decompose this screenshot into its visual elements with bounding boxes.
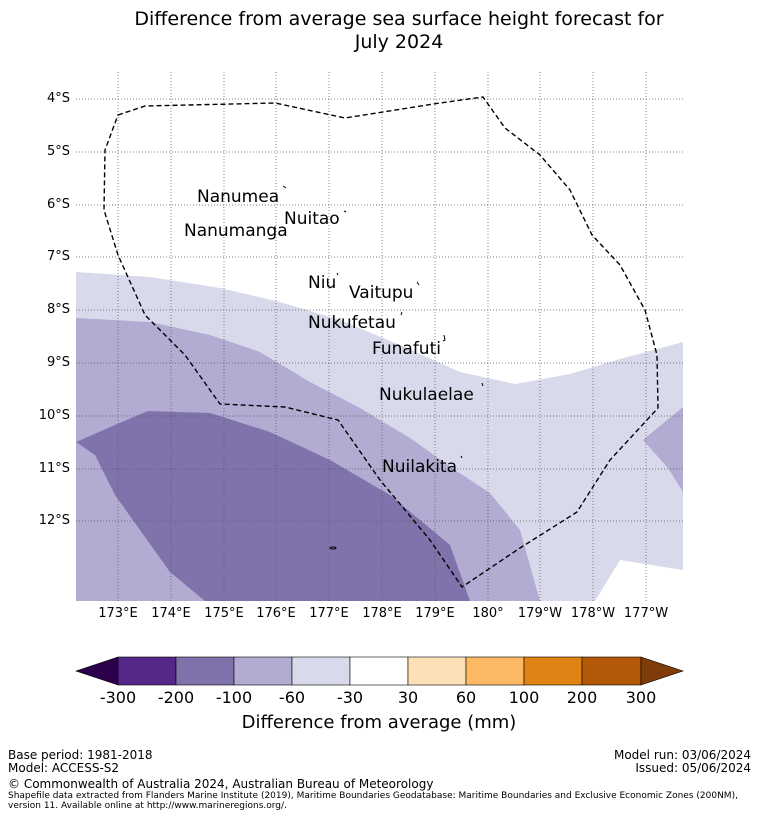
cb-tick-30: 30	[397, 688, 419, 707]
island-label-nukulaelae: Nukulaelae	[379, 385, 474, 405]
lon-label-177e: 177°E	[309, 606, 349, 621]
cb-tick-minus-60: -60	[278, 688, 306, 707]
shapefile-credit-line-1: Shapefile data extracted from Flanders M…	[8, 791, 738, 801]
lon-label-173e: 173°E	[98, 606, 138, 621]
cb-b7	[465, 656, 525, 686]
cb-b9	[581, 656, 642, 686]
cb-b4	[291, 656, 351, 686]
lat-label-6s: 6°S	[46, 197, 70, 212]
cb-tick-100: 100	[508, 688, 540, 707]
lon-label-179w: 179°W	[517, 606, 563, 621]
island-label-nuilakita: Nuilakita	[382, 457, 458, 477]
lon-label-178e: 178°E	[362, 606, 402, 621]
island-label-nanumea: Nanumea	[197, 187, 280, 207]
graticule	[76, 72, 683, 601]
base-period: Base period: 1981-2018	[8, 748, 153, 762]
lat-label-10s: 10°S	[38, 408, 70, 423]
island-label-nukufetau: Nukufetau	[308, 313, 396, 333]
title-line-1: Difference from average sea surface heig…	[134, 8, 664, 30]
cb-b1	[117, 656, 177, 686]
cb-tick-200: 200	[566, 688, 598, 707]
island-label-nuitao: Nuitao	[284, 209, 340, 229]
lat-label-8s: 8°S	[46, 302, 70, 317]
lat-label-7s: 7°S	[46, 249, 70, 264]
island-label-funafuti: Funafuti	[372, 339, 441, 359]
cb-b2	[175, 656, 235, 686]
lon-label-177w: 177°W	[623, 606, 669, 621]
island-outlines	[282, 185, 484, 550]
cb-tick-300: 300	[625, 688, 657, 707]
island-label-vaitupu: Vaitupu	[349, 283, 414, 303]
copyright: © Commonwealth of Australia 2024, Austra…	[8, 777, 434, 791]
colorbar	[75, 656, 684, 686]
eez-boundary	[103, 96, 659, 588]
shapefile-credit: Shapefile data extracted from Flanders M…	[8, 791, 758, 811]
cb-tick-minus-200: -200	[157, 688, 195, 707]
shapefile-credit-line-2: version 11. Available online at http://w…	[8, 801, 287, 811]
cb-b3	[233, 656, 293, 686]
lon-label-180: 180°	[472, 606, 504, 621]
cb-tick-60: 60	[455, 688, 477, 707]
lat-label-12s: 12°S	[38, 513, 70, 528]
model-run: Model run: 03/06/2024	[613, 748, 751, 762]
cb-over	[640, 656, 684, 686]
band-minus-200-minus-100	[76, 411, 470, 601]
island-label-nanumanga: Nanumanga	[184, 221, 288, 241]
cb-b5	[349, 656, 409, 686]
lat-label-4s: 4°S	[46, 91, 70, 106]
lon-label-179e: 179°E	[415, 606, 455, 621]
cb-b8	[523, 656, 583, 686]
lat-label-11s: 11°S	[38, 461, 70, 476]
lon-label-176e: 176°E	[256, 606, 296, 621]
map-title: Difference from average sea surface heig…	[0, 8, 758, 54]
cb-tick-minus-30: -30	[336, 688, 364, 707]
issued-date: Issued: 05/06/2024	[635, 761, 751, 775]
cb-b6	[407, 656, 467, 686]
colorbar-title: Difference from average (mm)	[241, 712, 517, 733]
lat-label-9s: 9°S	[46, 355, 70, 370]
band-right-patch	[643, 407, 683, 492]
lon-label-175e: 175°E	[204, 606, 244, 621]
cb-under	[75, 656, 119, 686]
island-label-niu: Niu	[308, 273, 337, 293]
model-name: Model: ACCESS-S2	[8, 761, 120, 775]
lon-label-174e: 174°E	[151, 606, 191, 621]
lon-label-178w: 178°W	[570, 606, 616, 621]
cb-tick-minus-300: -300	[99, 688, 137, 707]
title-line-2: July 2024	[354, 31, 444, 53]
lat-label-5s: 5°S	[46, 144, 70, 159]
cb-tick-minus-100: -100	[215, 688, 253, 707]
